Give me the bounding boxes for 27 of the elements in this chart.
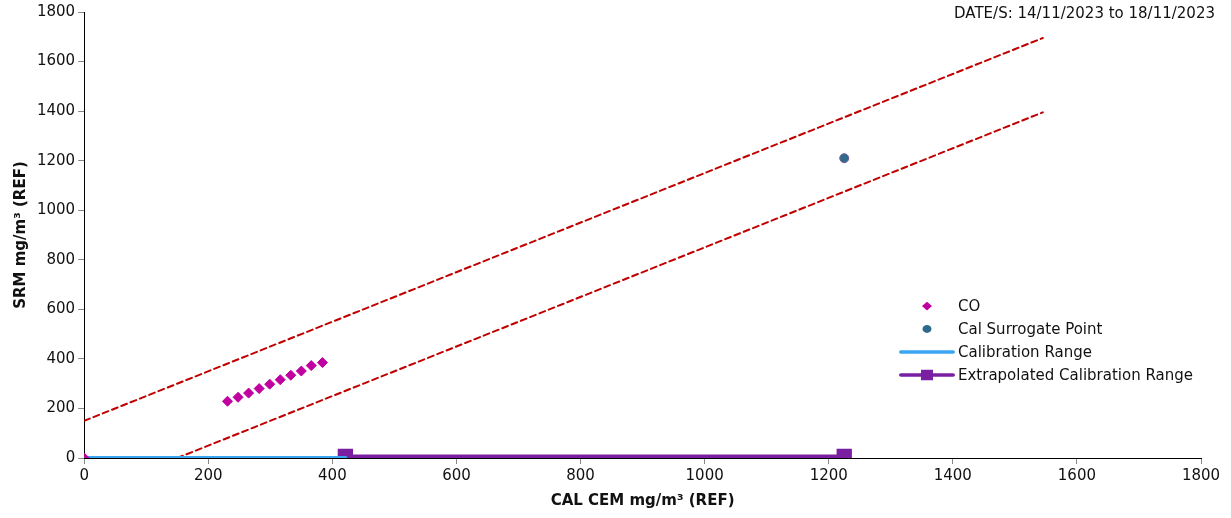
x-tick-label: 400 [318, 465, 347, 484]
x-tick-label: 600 [442, 465, 471, 484]
x-tick-label: 1000 [685, 465, 724, 484]
y-tick-label: 1000 [36, 200, 76, 219]
x-tick-label: 1400 [933, 465, 972, 484]
x-tick-label: 200 [193, 465, 223, 484]
legend-label: Cal Surrogate Point [958, 319, 1103, 338]
y-tick-label: 0 [65, 447, 76, 466]
y-tick-label: 1800 [36, 1, 76, 20]
x-tick-label: 1800 [1181, 465, 1221, 484]
y-tick-label: 800 [46, 249, 76, 268]
y-axis-title: SRM mg/m³ (REF) [10, 161, 29, 309]
y-tick-label: 600 [46, 299, 76, 318]
x-axis-title: CAL CEM mg/m³ (REF) [550, 490, 735, 509]
x-tick-label: 800 [566, 465, 595, 484]
x-tick-label: 0 [79, 465, 89, 484]
y-tick-label: 1400 [36, 101, 76, 119]
x-tick-label: 1200 [809, 465, 848, 484]
y-tick-label: 400 [46, 348, 76, 367]
y-tick-label: 200 [46, 398, 76, 417]
legend-label: Extrapolated Calibration Range [958, 365, 1193, 384]
y-tick-label: 1600 [36, 51, 76, 70]
legend-label: Calibration Range [958, 342, 1092, 361]
y-tick-label: 1200 [36, 150, 76, 169]
x-tick-label: 1600 [1057, 465, 1096, 484]
annotation: DATE/S: 14/11/2023 to 18/11/2023 [954, 4, 1215, 22]
legend-label: CO [958, 296, 981, 315]
